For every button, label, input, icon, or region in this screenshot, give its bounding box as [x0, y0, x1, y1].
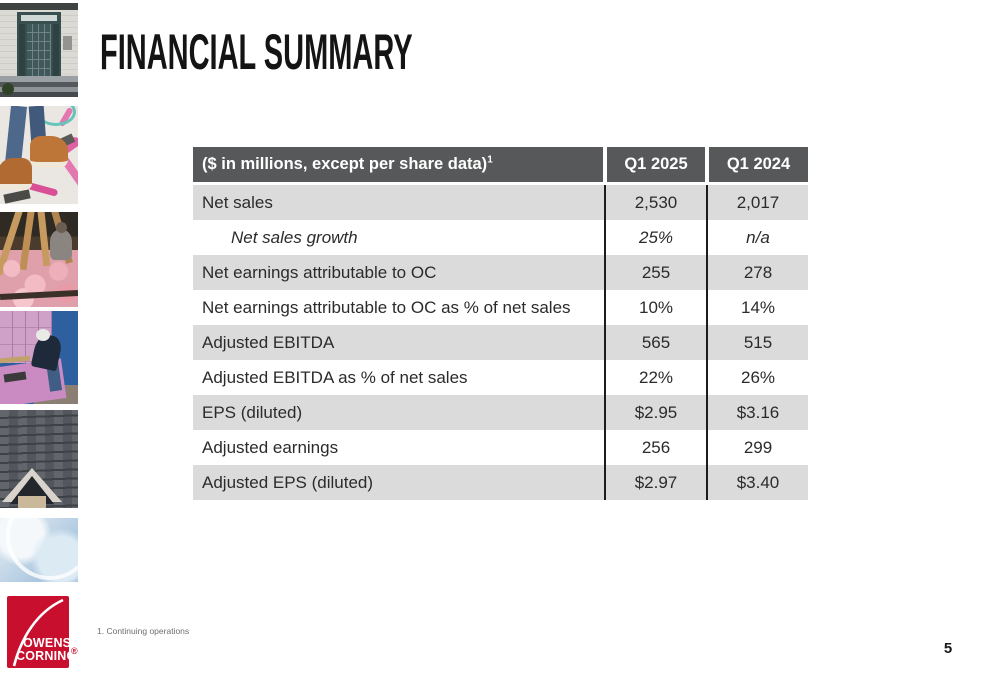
cell-q1-2024: 299 — [706, 430, 808, 465]
registered-trademark-icon: ® — [71, 646, 78, 656]
owens-corning-logo: OWENS CORNING — [7, 596, 69, 668]
row-label: Net earnings attributable to OC — [193, 255, 605, 290]
table-row: Adjusted EBITDA as % of net sales 22% 26… — [193, 360, 808, 395]
footnote-marker: 1 — [487, 154, 493, 166]
col-header-q1-2025: Q1 2025 — [603, 147, 707, 185]
table-row: Net earnings attributable to OC as % of … — [193, 290, 808, 325]
cell-q1-2024: 278 — [706, 255, 808, 290]
row-label: Net sales growth — [193, 220, 605, 255]
logo-wordmark-line1: OWENS — [23, 636, 69, 650]
table-row: Net sales growth 25% n/a — [193, 220, 808, 255]
cell-q1-2025: 10% — [604, 290, 707, 325]
photo-foam-sheathing-install — [0, 311, 78, 404]
row-label: Adjusted EBITDA as % of net sales — [193, 360, 605, 395]
cell-q1-2025: 25% — [604, 220, 707, 255]
cell-q1-2024: 2,017 — [706, 183, 808, 220]
logo-background — [7, 596, 69, 668]
cell-q1-2025: 255 — [604, 255, 707, 290]
table-row: Adjusted earnings 256 299 — [193, 430, 808, 465]
table-row: Net earnings attributable to OC 255 278 — [193, 255, 808, 290]
row-label: Adjusted earnings — [193, 430, 605, 465]
row-label: Adjusted EPS (diluted) — [193, 465, 605, 500]
cell-q1-2024: 14% — [706, 290, 808, 325]
logo-wordmark-line2: CORNING — [16, 649, 69, 663]
cell-q1-2025: 2,530 — [604, 183, 707, 220]
cell-q1-2024: 26% — [706, 360, 808, 395]
financial-summary-table: ($ in millions, except per share data)1 … — [193, 147, 808, 500]
photo-boots-on-pink-print — [0, 106, 78, 204]
cell-q1-2024: $3.16 — [706, 395, 808, 430]
cell-q1-2025: $2.97 — [604, 465, 707, 500]
cell-q1-2025: $2.95 — [604, 395, 707, 430]
photo-insulation-roll-abstract — [0, 518, 78, 582]
cell-q1-2024: $3.40 — [706, 465, 808, 500]
row-label: EPS (diluted) — [193, 395, 605, 430]
col-header-q1-2024: Q1 2024 — [705, 147, 808, 185]
cell-q1-2025: 256 — [604, 430, 707, 465]
cell-q1-2024: n/a — [706, 220, 808, 255]
photo-roof-shingles — [0, 410, 78, 508]
table-row: Adjusted EPS (diluted) $2.97 $3.40 — [193, 465, 808, 500]
page-title: FINANCIAL SUMMARY — [100, 24, 413, 80]
row-label: Net sales — [193, 183, 605, 220]
cell-q1-2025: 22% — [604, 360, 707, 395]
table-row: EPS (diluted) $2.95 $3.16 — [193, 395, 808, 430]
cell-q1-2025: 565 — [604, 325, 707, 360]
photo-house-entry-door — [0, 3, 78, 97]
row-label: Adjusted EBITDA — [193, 325, 605, 360]
table-row: Adjusted EBITDA 565 515 — [193, 325, 808, 360]
swoosh-icon — [12, 598, 64, 667]
header-units-label: ($ in millions, except per share data)1 — [193, 147, 605, 185]
photo-attic-pink-insulation — [0, 212, 78, 307]
cell-q1-2024: 515 — [706, 325, 808, 360]
page-number: 5 — [943, 640, 953, 657]
row-label: Net earnings attributable to OC as % of … — [193, 290, 605, 325]
table-header-row: ($ in millions, except per share data)1 … — [193, 147, 808, 185]
footnote: 1. Continuing operations — [97, 626, 190, 636]
table-row: Net sales 2,530 2,017 — [193, 183, 808, 220]
